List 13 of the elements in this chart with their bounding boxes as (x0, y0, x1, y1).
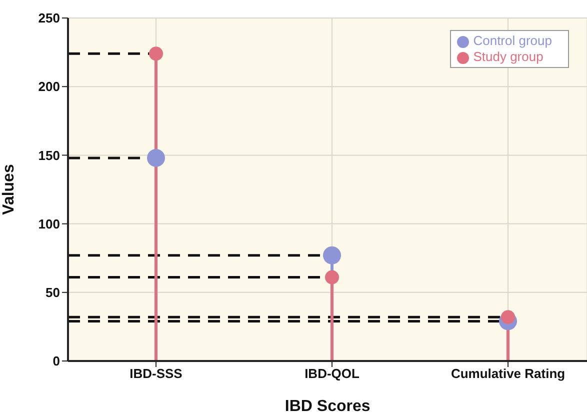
x-axis-title: IBD Scores (284, 398, 370, 415)
y-axis-title: Values (0, 164, 18, 215)
legend-label: Study group (473, 49, 544, 64)
x-tick-label: Cumulative Rating (450, 366, 566, 382)
y-tick-label: 0 (52, 354, 60, 369)
x-tick-label: IBD-QOL (304, 366, 360, 382)
x-tick-label: IBD-SSS (130, 366, 183, 382)
y-tick-label: 50 (46, 285, 60, 300)
y-tick-label: 200 (38, 79, 60, 94)
y-tick-label: 250 (38, 10, 60, 26)
y-tick-label: 100 (38, 216, 60, 232)
y-tick-label: 150 (38, 148, 60, 163)
legend-label: Control group (473, 33, 552, 48)
